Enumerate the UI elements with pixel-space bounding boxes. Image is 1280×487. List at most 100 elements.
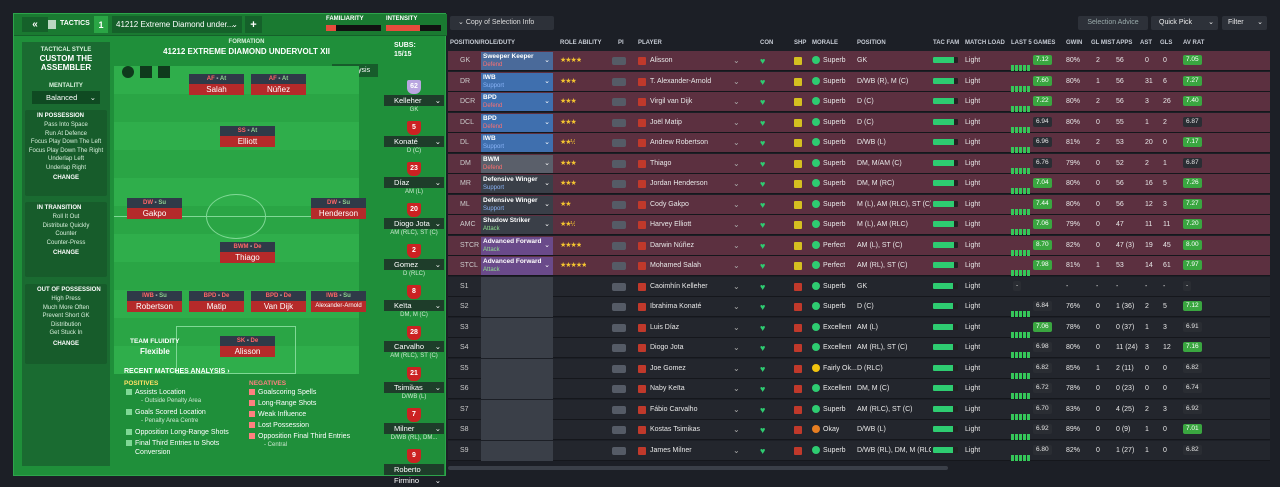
table-row[interactable]: DM BWM Defend ⌄ ★★★ Thiago ⌄ ♥ Superb DM, M/AM (C… xyxy=(448,153,1270,174)
instructions-icon[interactable] xyxy=(612,77,626,86)
instructions-icon[interactable] xyxy=(612,303,626,311)
analysis-item[interactable]: Goalscoring Spells xyxy=(249,388,374,397)
chevron-down-icon[interactable]: ⌄ xyxy=(733,199,740,209)
selection-advice-button[interactable]: Selection Advice xyxy=(1078,16,1148,30)
instructions-icon[interactable] xyxy=(612,344,626,352)
instructions-icon[interactable] xyxy=(612,385,626,393)
sub-player[interactable]: 2 Gomez ⌄ D (RLC) xyxy=(384,244,444,278)
chevron-down-icon[interactable]: ⌄ xyxy=(733,404,740,414)
table-row[interactable]: AMC Shadow Striker Attack ⌄ ★★½ Harvey Elliot… xyxy=(448,215,1270,235)
role-select[interactable]: BPD Defend ⌄ xyxy=(481,93,553,111)
column-header[interactable]: AV RAT xyxy=(1183,40,1205,46)
table-row[interactable]: DCR BPD Defend ⌄ ★★★ Virgil van Dijk ⌄ ♥ Superb D… xyxy=(448,92,1270,112)
instructions-icon[interactable] xyxy=(612,241,626,250)
player-name[interactable]: Joël Matip xyxy=(650,118,682,126)
instructions-icon[interactable] xyxy=(612,364,626,373)
table-row[interactable]: S5 Joe Gomez ⌄ ♥ Fairly Ok... D (RLC) Light 6.8… xyxy=(448,358,1270,379)
table-row[interactable]: DR IWB Support ⌄ ★★★ T. Alexander-Arnold ⌄ ♥ Sup… xyxy=(448,71,1270,92)
table-row[interactable]: S7 Fábio Carvalho ⌄ ♥ Superb AM (RLC), ST (C)… xyxy=(448,399,1270,420)
player-name[interactable]: Thiago xyxy=(650,159,672,167)
analysis-item[interactable]: Opposition Long-Range Shots xyxy=(126,428,251,437)
player-name[interactable]: James Milner xyxy=(650,446,692,454)
add-tactic-button[interactable]: + xyxy=(245,16,262,33)
player-name[interactable]: Diogo Jota xyxy=(650,344,684,351)
player-name[interactable]: T. Alexander-Arnold xyxy=(650,77,712,85)
sub-player[interactable]: 7 Milner ⌄ D/WB (RL), DM... xyxy=(384,408,444,442)
chevron-down-icon[interactable]: ⌄ xyxy=(733,220,740,229)
column-header[interactable]: ROLE ABILITY xyxy=(560,40,602,46)
analysis-item[interactable]: Goals Scored Location - Penalty Area Cent… xyxy=(126,408,251,426)
player-name[interactable]: Kostas Tsimikas xyxy=(650,426,701,433)
player-name[interactable]: Fábio Carvalho xyxy=(650,405,698,413)
chevron-down-icon[interactable]: ⌄ xyxy=(733,343,740,352)
tactic-select[interactable]: 41212 Extreme Diamond under... ⌄ xyxy=(112,16,242,33)
column-header[interactable]: POSITION/ROLE/DUTY xyxy=(450,40,516,46)
role-select[interactable]: Shadow Striker Attack ⌄ xyxy=(481,216,553,234)
pitch-player[interactable]: BPD - De Matip xyxy=(189,291,244,312)
table-row[interactable]: S4 Diogo Jota ⌄ ♥ Excellent AM (RL), ST (C) Li… xyxy=(448,338,1270,358)
pitch-player[interactable]: DW - Su Gakpo xyxy=(127,198,182,219)
column-header[interactable]: PLAYER xyxy=(638,40,662,46)
bar-chart-icon[interactable] xyxy=(140,66,152,78)
tactic-number[interactable]: 1 xyxy=(94,16,108,33)
column-header[interactable]: GL MIST xyxy=(1091,40,1116,46)
column-header[interactable]: MATCH LOAD xyxy=(965,40,1005,46)
chevron-down-icon[interactable]: ⌄ xyxy=(733,56,740,65)
column-header[interactable]: AST xyxy=(1140,40,1152,46)
chevron-down-icon[interactable]: ⌄ xyxy=(733,261,740,270)
column-header[interactable]: POSITION xyxy=(857,40,886,46)
chevron-down-icon[interactable]: ⌄ xyxy=(733,384,740,393)
instructions-icon[interactable] xyxy=(612,200,626,209)
role-select[interactable]: BPD Defend ⌄ xyxy=(481,113,553,132)
column-header[interactable]: APPS xyxy=(1116,40,1133,46)
sub-player[interactable]: 9 Roberto Firmino ⌄ xyxy=(384,449,444,485)
filter-button[interactable]: Filter ⌄ xyxy=(1222,16,1267,30)
column-header[interactable]: TAC FAM xyxy=(933,40,960,46)
chevron-down-icon[interactable]: ⌄ xyxy=(733,425,740,434)
column-header[interactable]: SHP xyxy=(794,40,807,46)
horizontal-scrollbar[interactable] xyxy=(448,466,948,470)
quick-pick-button[interactable]: Quick Pick ⌄ xyxy=(1151,16,1218,30)
instructions-icon[interactable] xyxy=(612,159,626,168)
chevron-down-icon[interactable]: ⌄ xyxy=(733,117,740,127)
sub-player[interactable]: 8 Keïta ⌄ DM, M (C) xyxy=(384,285,444,319)
player-name[interactable]: Caoimhín Kelleher xyxy=(650,282,708,290)
instructions-icon[interactable] xyxy=(612,426,626,434)
instructions-icon[interactable] xyxy=(612,262,626,270)
table-row[interactable]: S2 Ibrahima Konaté ⌄ ♥ Superb D (C) Light 6.84 7… xyxy=(448,297,1270,317)
pitch-player[interactable]: IWB - Su Alexander-Arnold xyxy=(311,291,366,312)
instructions-icon[interactable] xyxy=(612,118,626,127)
style-name[interactable]: CUSTOM THE ASSEMBLER xyxy=(39,54,93,72)
column-header[interactable]: GWIN xyxy=(1066,40,1083,46)
player-name[interactable]: Andrew Robertson xyxy=(650,139,708,146)
role-select[interactable]: Advanced Forward Attack ⌄ xyxy=(481,257,553,275)
column-header[interactable]: CON xyxy=(760,40,774,46)
pitch-player[interactable]: AF - At Salah xyxy=(189,74,244,95)
instructions-icon[interactable] xyxy=(122,66,134,78)
change-out-of-possession-button[interactable]: CHANGE xyxy=(52,340,79,347)
player-name[interactable]: Ibrahima Konaté xyxy=(650,303,702,310)
role-select[interactable]: Defensive Winger Support ⌄ xyxy=(481,175,553,193)
column-header[interactable]: LAST 5 GAMES xyxy=(1011,40,1056,46)
sub-player[interactable]: 28 Carvalho ⌄ AM (RLC), ST (C) xyxy=(384,326,444,360)
table-row[interactable]: DL IWB Support ⌄ ★★½ Andrew Robertson ⌄ ♥ Superb… xyxy=(448,133,1270,153)
column-header[interactable]: GLS xyxy=(1160,40,1173,46)
instructions-icon[interactable] xyxy=(612,98,626,106)
chevron-down-icon[interactable]: ⌄ xyxy=(733,179,740,188)
role-select[interactable]: Sweeper Keeper Defend ⌄ xyxy=(481,52,553,70)
chevron-down-icon[interactable]: ⌄ xyxy=(733,322,740,332)
role-select[interactable]: Defensive Winger Support ⌄ xyxy=(481,195,553,214)
role-select[interactable]: IWB Support ⌄ xyxy=(481,72,553,91)
collapse-button[interactable]: « xyxy=(22,17,48,32)
instructions-icon[interactable] xyxy=(612,282,626,291)
chevron-down-icon[interactable]: ⌄ xyxy=(733,158,740,168)
analysis-item[interactable]: Lost Possession xyxy=(249,421,374,430)
sub-player[interactable]: 5 Konaté ⌄ D (C) xyxy=(384,121,444,155)
table-row[interactable]: DCL BPD Defend ⌄ ★★★ Joël Matip ⌄ ♥ Superb D (C) L… xyxy=(448,112,1270,133)
chevron-down-icon[interactable]: ⌄ xyxy=(733,363,740,373)
table-row[interactable]: S6 Naby Keïta ⌄ ♥ Excellent DM, M (C) Light 6.7… xyxy=(448,379,1270,399)
chevron-down-icon[interactable]: ⌄ xyxy=(733,97,740,106)
table-row[interactable]: STCR Advanced Forward Attack ⌄ ★★★★ Darwin Nú… xyxy=(448,235,1270,256)
player-name[interactable]: Alisson xyxy=(650,57,673,64)
player-name[interactable]: Cody Gakpo xyxy=(650,200,689,208)
